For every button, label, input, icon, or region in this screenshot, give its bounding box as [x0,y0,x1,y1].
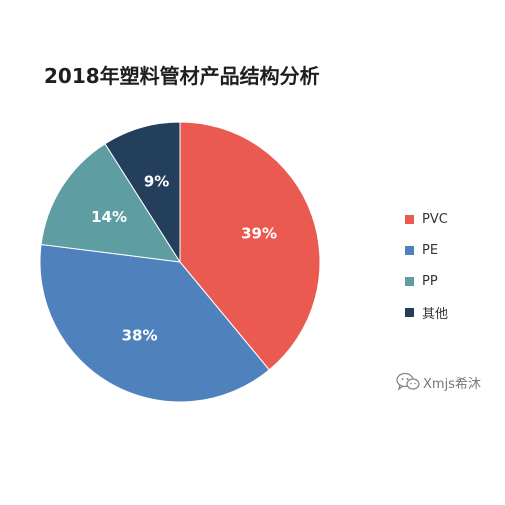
chart-title: 2018年塑料管材产品结构分析 [44,64,320,88]
legend-item-pp: PP [405,272,500,290]
wechat-icon [396,372,420,391]
pie-labels: 39% 38% 14% 9% [91,172,277,344]
legend-item-pvc: PVC [405,210,500,228]
pie-slice-pp [40,143,181,263]
watermark-text: Xmjs希沐 [423,376,481,392]
legend-label-pp: PP [422,273,438,289]
legend-swatch-pe [405,245,414,255]
legend-swatch-pp [405,276,414,286]
watermark: Xmjs希沐 [396,372,481,392]
legend-label-pe: PE [422,242,439,258]
legend-swatch-other [405,307,414,317]
pie-slice-other [104,121,181,264]
legend-item-pe: PE [405,241,500,259]
data-label-pe: 38% [122,327,158,345]
pie-slice-pvc [179,121,321,371]
legend-label-other: 其他 [422,306,449,322]
pie-slice-pe [39,243,270,403]
legend-label-pvc: PVC [422,211,448,227]
data-label-pvc: 39% [241,225,277,243]
pie-slices [39,121,321,403]
legend-swatch-pvc [405,214,414,224]
legend: PVC PE PP 其他 [405,210,500,334]
legend-item-other: 其他 [405,303,500,322]
data-label-pp: 14% [91,208,127,226]
data-label-other: 9% [144,172,169,190]
